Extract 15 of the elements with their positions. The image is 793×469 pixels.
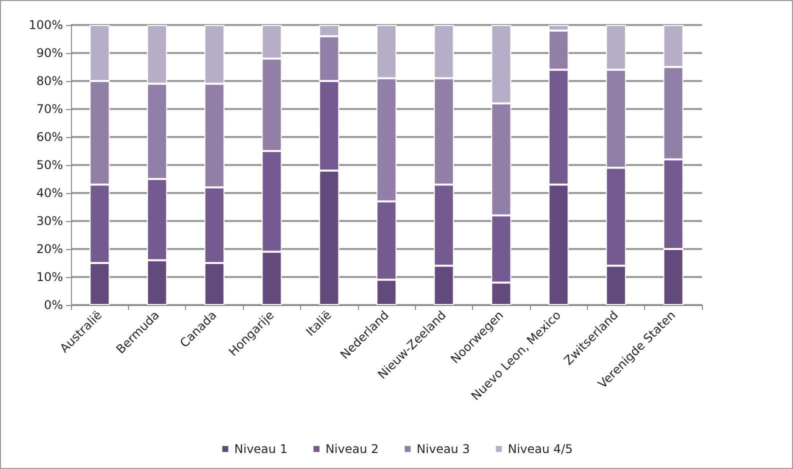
- y-tick-label: 40%: [36, 186, 63, 200]
- legend-label: Niveau 4/5: [508, 442, 573, 456]
- y-tick-label: 10%: [36, 270, 63, 284]
- y-tick-label: 50%: [36, 158, 63, 172]
- y-tick-label: 70%: [36, 102, 63, 116]
- legend-label: Niveau 3: [416, 442, 470, 456]
- y-tick-label: 30%: [36, 214, 63, 228]
- y-tick-label: 0%: [44, 298, 63, 312]
- legend-label: Niveau 2: [325, 442, 379, 456]
- y-tick-label: 20%: [36, 242, 63, 256]
- y-tick-label: 90%: [36, 46, 63, 60]
- y-tick-label: 80%: [36, 74, 63, 88]
- y-tick-label: 60%: [36, 130, 63, 144]
- y-tick-label: 100%: [28, 18, 63, 32]
- legend-label: Niveau 1: [234, 442, 288, 456]
